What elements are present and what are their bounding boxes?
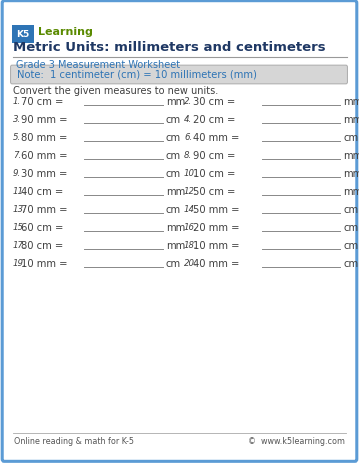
Text: mm: mm	[166, 187, 185, 197]
Text: mm: mm	[343, 150, 359, 161]
Text: 10 mm =: 10 mm =	[21, 258, 67, 269]
Text: 80 cm =: 80 cm =	[21, 240, 63, 250]
FancyBboxPatch shape	[10, 25, 36, 45]
Text: 10 mm =: 10 mm =	[193, 240, 239, 250]
Text: 50 cm =: 50 cm =	[193, 187, 236, 197]
Text: 5.: 5.	[13, 133, 21, 142]
Text: cm: cm	[166, 133, 181, 143]
Text: 12.: 12.	[184, 187, 198, 196]
Text: cm: cm	[343, 258, 358, 269]
Text: ©  www.k5learning.com: © www.k5learning.com	[248, 437, 345, 445]
Text: cm: cm	[166, 150, 181, 161]
Text: 1.: 1.	[13, 97, 21, 106]
Text: cm: cm	[343, 223, 358, 232]
Text: 17.: 17.	[13, 241, 27, 250]
Text: Metric Units: millimeters and centimeters: Metric Units: millimeters and centimeter…	[13, 41, 326, 54]
Text: 60 cm =: 60 cm =	[21, 223, 64, 232]
Text: cm: cm	[166, 115, 181, 125]
Text: 10 cm =: 10 cm =	[193, 169, 236, 179]
Text: 70 mm =: 70 mm =	[21, 205, 67, 214]
Text: 30 mm =: 30 mm =	[21, 169, 67, 179]
Text: 20 mm =: 20 mm =	[193, 223, 239, 232]
Text: Online reading & math for K-5: Online reading & math for K-5	[14, 437, 134, 445]
Text: mm: mm	[343, 169, 359, 179]
Text: 9.: 9.	[13, 169, 21, 178]
Text: Grade 3 Measurement Worksheet: Grade 3 Measurement Worksheet	[16, 60, 180, 70]
Text: 20 cm =: 20 cm =	[193, 115, 236, 125]
Text: cm: cm	[166, 169, 181, 179]
Text: K5: K5	[17, 30, 30, 38]
Text: cm: cm	[343, 205, 358, 214]
Text: 70 cm =: 70 cm =	[21, 97, 64, 107]
Text: mm: mm	[166, 223, 185, 232]
Text: 20.: 20.	[184, 259, 198, 268]
Text: 90 cm =: 90 cm =	[193, 150, 236, 161]
Text: 14.: 14.	[184, 205, 198, 214]
Text: mm: mm	[343, 187, 359, 197]
Text: mm: mm	[343, 115, 359, 125]
Text: 50 mm =: 50 mm =	[193, 205, 239, 214]
Text: cm: cm	[343, 133, 358, 143]
Text: 30 cm =: 30 cm =	[193, 97, 235, 107]
Text: 18.: 18.	[184, 241, 198, 250]
Text: 19.: 19.	[13, 259, 27, 268]
Text: Convert the given measures to new units.: Convert the given measures to new units.	[13, 86, 218, 96]
Text: 80 mm =: 80 mm =	[21, 133, 67, 143]
Text: 10.: 10.	[184, 169, 198, 178]
Text: 15.: 15.	[13, 223, 27, 232]
Text: 3.: 3.	[13, 115, 21, 124]
Text: 13.: 13.	[13, 205, 27, 214]
Text: 2.: 2.	[184, 97, 192, 106]
Text: 6.: 6.	[184, 133, 192, 142]
Text: 11.: 11.	[13, 187, 27, 196]
Text: 40 cm =: 40 cm =	[21, 187, 63, 197]
Text: cm: cm	[343, 240, 358, 250]
Text: 4.: 4.	[184, 115, 192, 124]
Text: 8.: 8.	[184, 151, 192, 160]
Text: mm: mm	[166, 240, 185, 250]
Text: cm: cm	[166, 205, 181, 214]
FancyBboxPatch shape	[10, 66, 348, 85]
Text: 90 mm =: 90 mm =	[21, 115, 67, 125]
Text: 40 mm =: 40 mm =	[193, 258, 239, 269]
Text: 40 mm =: 40 mm =	[193, 133, 239, 143]
Text: Learning: Learning	[38, 27, 93, 37]
Text: 7.: 7.	[13, 151, 21, 160]
Text: cm: cm	[166, 258, 181, 269]
Text: mm: mm	[343, 97, 359, 107]
Text: mm: mm	[166, 97, 185, 107]
Text: 60 mm =: 60 mm =	[21, 150, 67, 161]
Text: Note:  1 centimeter (cm) = 10 millimeters (mm): Note: 1 centimeter (cm) = 10 millimeters…	[17, 70, 257, 80]
Text: 16.: 16.	[184, 223, 198, 232]
